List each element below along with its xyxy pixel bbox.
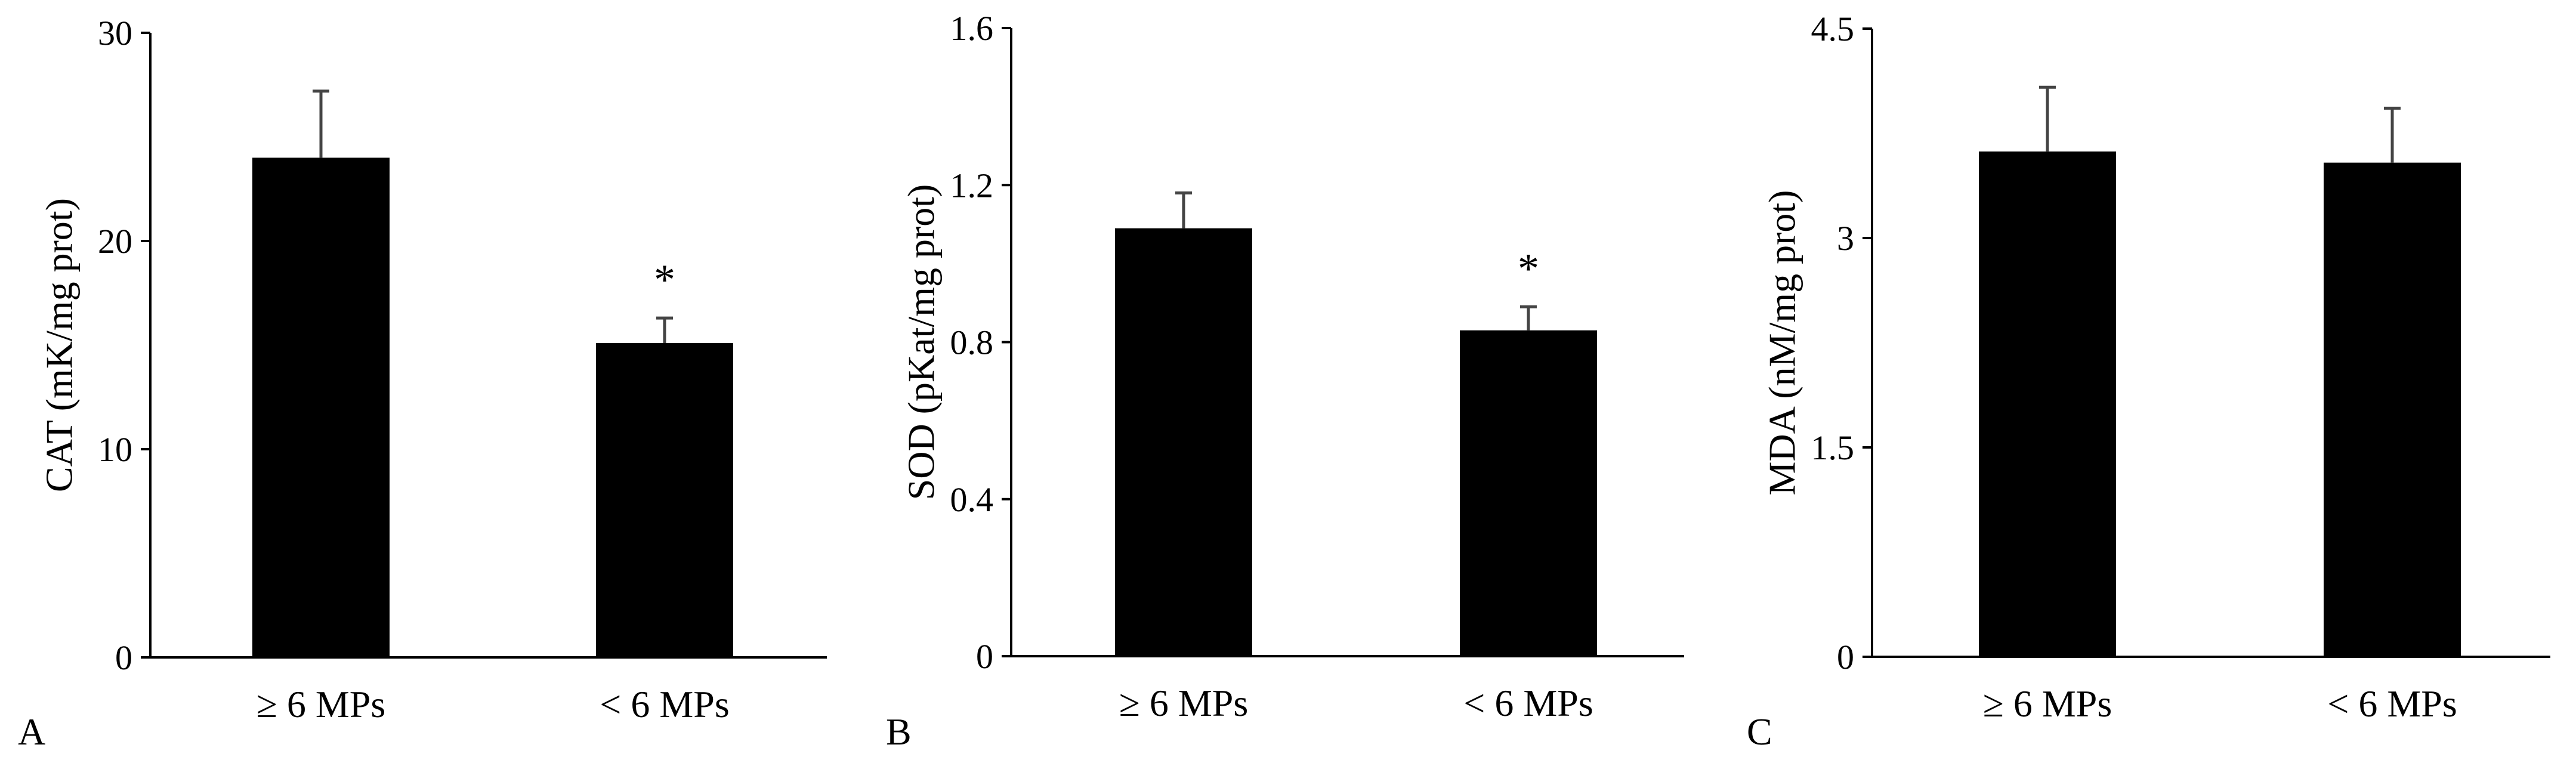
bar — [2324, 162, 2461, 657]
bar — [1115, 228, 1252, 656]
y-tick-label: 10 — [98, 430, 132, 469]
chart-panel-b: 0 0.4 0.8 1.2 1.6 SOD (pKat/mg prot) ≥ 6 MPs * <… — [886, 9, 1684, 753]
significance-marker: * — [1518, 245, 1539, 292]
x-category-label: ≥ 6 MPs — [1983, 682, 2112, 725]
y-tick-label: 3 — [1837, 219, 1854, 258]
x-category-label: < 6 MPs — [600, 683, 730, 725]
bar — [1979, 151, 2116, 657]
y-tick-label: 1.6 — [950, 9, 994, 48]
y-axis-label: CAT (mK/mg prot) — [38, 198, 81, 492]
panel-letter: B — [886, 710, 912, 753]
y-tick-label: 0.4 — [950, 480, 994, 519]
y-tick-label: 0 — [1837, 638, 1854, 676]
y-axis-label: MDA (nM/mg prot) — [1761, 190, 1803, 496]
y-tick-label: 0 — [115, 638, 132, 677]
y-tick-label: 0.8 — [950, 323, 994, 362]
significance-marker: * — [654, 256, 675, 304]
y-tick-label: 1.5 — [1811, 428, 1855, 467]
x-category-label: ≥ 6 MPs — [257, 683, 386, 725]
panel-letter: C — [1747, 710, 1772, 753]
x-category-label: < 6 MPs — [2327, 682, 2457, 725]
y-tick-label: 4.5 — [1811, 10, 1855, 48]
bar — [596, 343, 733, 657]
chart-panel-a: 0 10 20 30 CAT (mK/mg prot) ≥ 6 MPs * < 6 MPs A — [18, 14, 827, 753]
bar — [1460, 330, 1597, 656]
y-tick-label: 1.2 — [950, 166, 994, 205]
x-category-label: ≥ 6 MPs — [1119, 682, 1249, 724]
y-tick-label: 30 — [98, 14, 132, 52]
chart-panel-c: 0 1.5 3 4.5 MDA (nM/mg prot) ≥ 6 MPs < 6 MPs C — [1747, 10, 2550, 753]
bar — [252, 157, 390, 657]
y-axis-label: SOD (pKat/mg prot) — [900, 184, 943, 501]
y-tick-label: 20 — [98, 222, 132, 261]
y-tick-label: 0 — [976, 637, 993, 676]
panel-letter: A — [18, 710, 45, 753]
x-category-label: < 6 MPs — [1463, 682, 1593, 724]
